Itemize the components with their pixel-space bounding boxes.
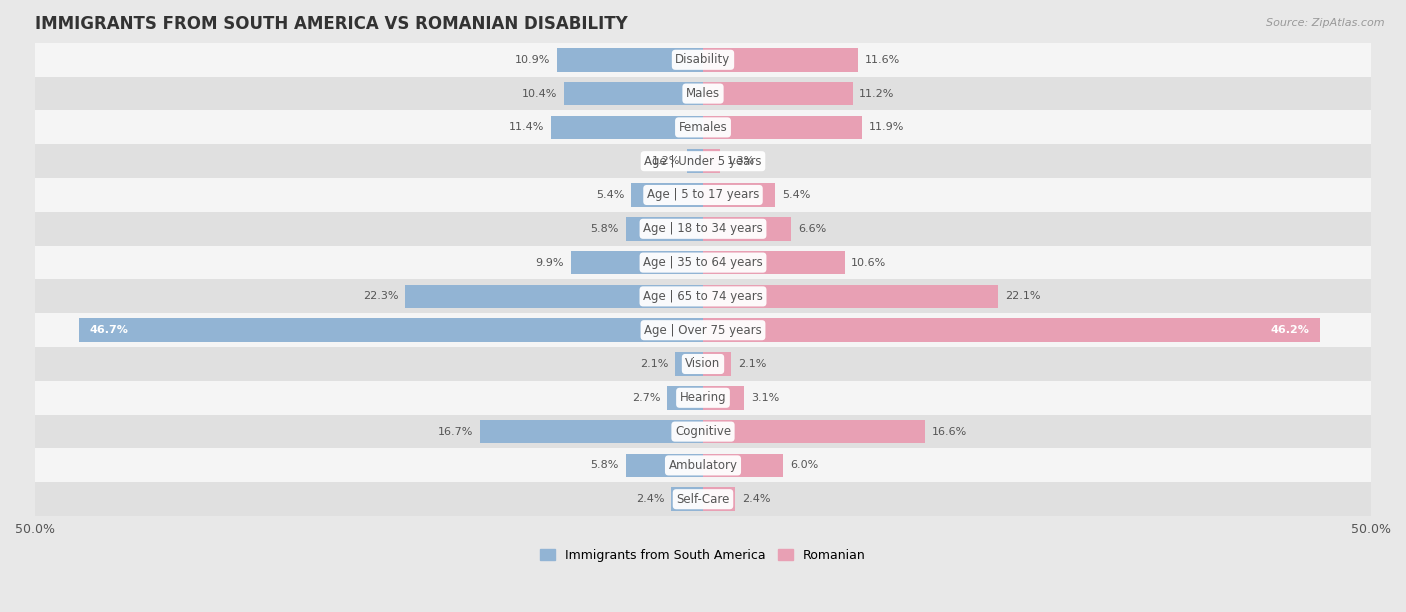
Text: 2.1%: 2.1% <box>640 359 668 369</box>
Text: 11.9%: 11.9% <box>869 122 904 132</box>
Bar <box>479 420 703 444</box>
Text: 6.0%: 6.0% <box>790 460 818 471</box>
Bar <box>35 144 1371 178</box>
Bar <box>35 178 1371 212</box>
Bar <box>564 82 703 105</box>
Text: 6.6%: 6.6% <box>797 224 827 234</box>
Bar <box>666 386 703 409</box>
Text: 5.8%: 5.8% <box>591 224 619 234</box>
Bar <box>35 280 1371 313</box>
Legend: Immigrants from South America, Romanian: Immigrants from South America, Romanian <box>536 543 870 567</box>
Bar <box>35 313 1371 347</box>
Text: 46.2%: 46.2% <box>1271 325 1309 335</box>
Bar <box>551 116 703 139</box>
Bar <box>571 251 703 274</box>
Bar <box>35 43 1371 76</box>
Bar <box>35 347 1371 381</box>
Text: 1.2%: 1.2% <box>652 156 681 166</box>
Text: 5.4%: 5.4% <box>596 190 624 200</box>
Text: Vision: Vision <box>685 357 721 370</box>
Text: 10.9%: 10.9% <box>516 55 551 65</box>
Text: Source: ZipAtlas.com: Source: ZipAtlas.com <box>1267 18 1385 28</box>
Text: Cognitive: Cognitive <box>675 425 731 438</box>
Bar <box>675 352 703 376</box>
Text: Hearing: Hearing <box>679 391 727 405</box>
Bar <box>35 212 1371 245</box>
Bar <box>79 318 703 342</box>
Bar <box>703 318 1320 342</box>
Text: Self-Care: Self-Care <box>676 493 730 506</box>
Bar <box>671 487 703 511</box>
Text: Age | Over 75 years: Age | Over 75 years <box>644 324 762 337</box>
Text: 10.4%: 10.4% <box>522 89 557 99</box>
Bar <box>35 111 1371 144</box>
Text: Females: Females <box>679 121 727 134</box>
Text: 10.6%: 10.6% <box>851 258 887 267</box>
Bar <box>703 453 783 477</box>
Bar <box>703 386 744 409</box>
Bar <box>626 453 703 477</box>
Bar <box>703 183 775 207</box>
Text: 11.6%: 11.6% <box>865 55 900 65</box>
Text: IMMIGRANTS FROM SOUTH AMERICA VS ROMANIAN DISABILITY: IMMIGRANTS FROM SOUTH AMERICA VS ROMANIA… <box>35 15 627 33</box>
Text: 5.4%: 5.4% <box>782 190 810 200</box>
Text: 2.4%: 2.4% <box>636 494 664 504</box>
Bar <box>35 245 1371 280</box>
Text: 9.9%: 9.9% <box>536 258 564 267</box>
Text: 16.7%: 16.7% <box>437 427 474 436</box>
Text: 46.7%: 46.7% <box>90 325 129 335</box>
Bar <box>703 217 792 241</box>
Text: 3.1%: 3.1% <box>751 393 779 403</box>
Text: Disability: Disability <box>675 53 731 66</box>
Bar <box>35 449 1371 482</box>
Text: 22.1%: 22.1% <box>1005 291 1040 301</box>
Bar <box>703 251 845 274</box>
Bar <box>405 285 703 308</box>
Text: 1.3%: 1.3% <box>727 156 755 166</box>
Text: Males: Males <box>686 87 720 100</box>
Bar <box>703 116 862 139</box>
Text: 11.2%: 11.2% <box>859 89 894 99</box>
Bar <box>688 149 703 173</box>
Text: 2.1%: 2.1% <box>738 359 766 369</box>
Text: 5.8%: 5.8% <box>591 460 619 471</box>
Bar <box>35 415 1371 449</box>
Bar <box>35 76 1371 111</box>
Bar <box>557 48 703 72</box>
Text: 2.7%: 2.7% <box>631 393 661 403</box>
Bar <box>703 487 735 511</box>
Text: Age | 65 to 74 years: Age | 65 to 74 years <box>643 290 763 303</box>
Bar <box>703 420 925 444</box>
Text: Age | Under 5 years: Age | Under 5 years <box>644 155 762 168</box>
Text: Age | 5 to 17 years: Age | 5 to 17 years <box>647 188 759 201</box>
Text: 2.4%: 2.4% <box>742 494 770 504</box>
Bar <box>703 285 998 308</box>
Bar <box>703 149 720 173</box>
Text: 22.3%: 22.3% <box>363 291 398 301</box>
Bar <box>703 82 852 105</box>
Bar <box>631 183 703 207</box>
Text: 16.6%: 16.6% <box>931 427 967 436</box>
Text: Ambulatory: Ambulatory <box>668 459 738 472</box>
Bar <box>703 352 731 376</box>
Bar <box>703 48 858 72</box>
Bar <box>35 381 1371 415</box>
Text: Age | 18 to 34 years: Age | 18 to 34 years <box>643 222 763 235</box>
Text: 11.4%: 11.4% <box>509 122 544 132</box>
Bar <box>626 217 703 241</box>
Text: Age | 35 to 64 years: Age | 35 to 64 years <box>643 256 763 269</box>
Bar <box>35 482 1371 516</box>
